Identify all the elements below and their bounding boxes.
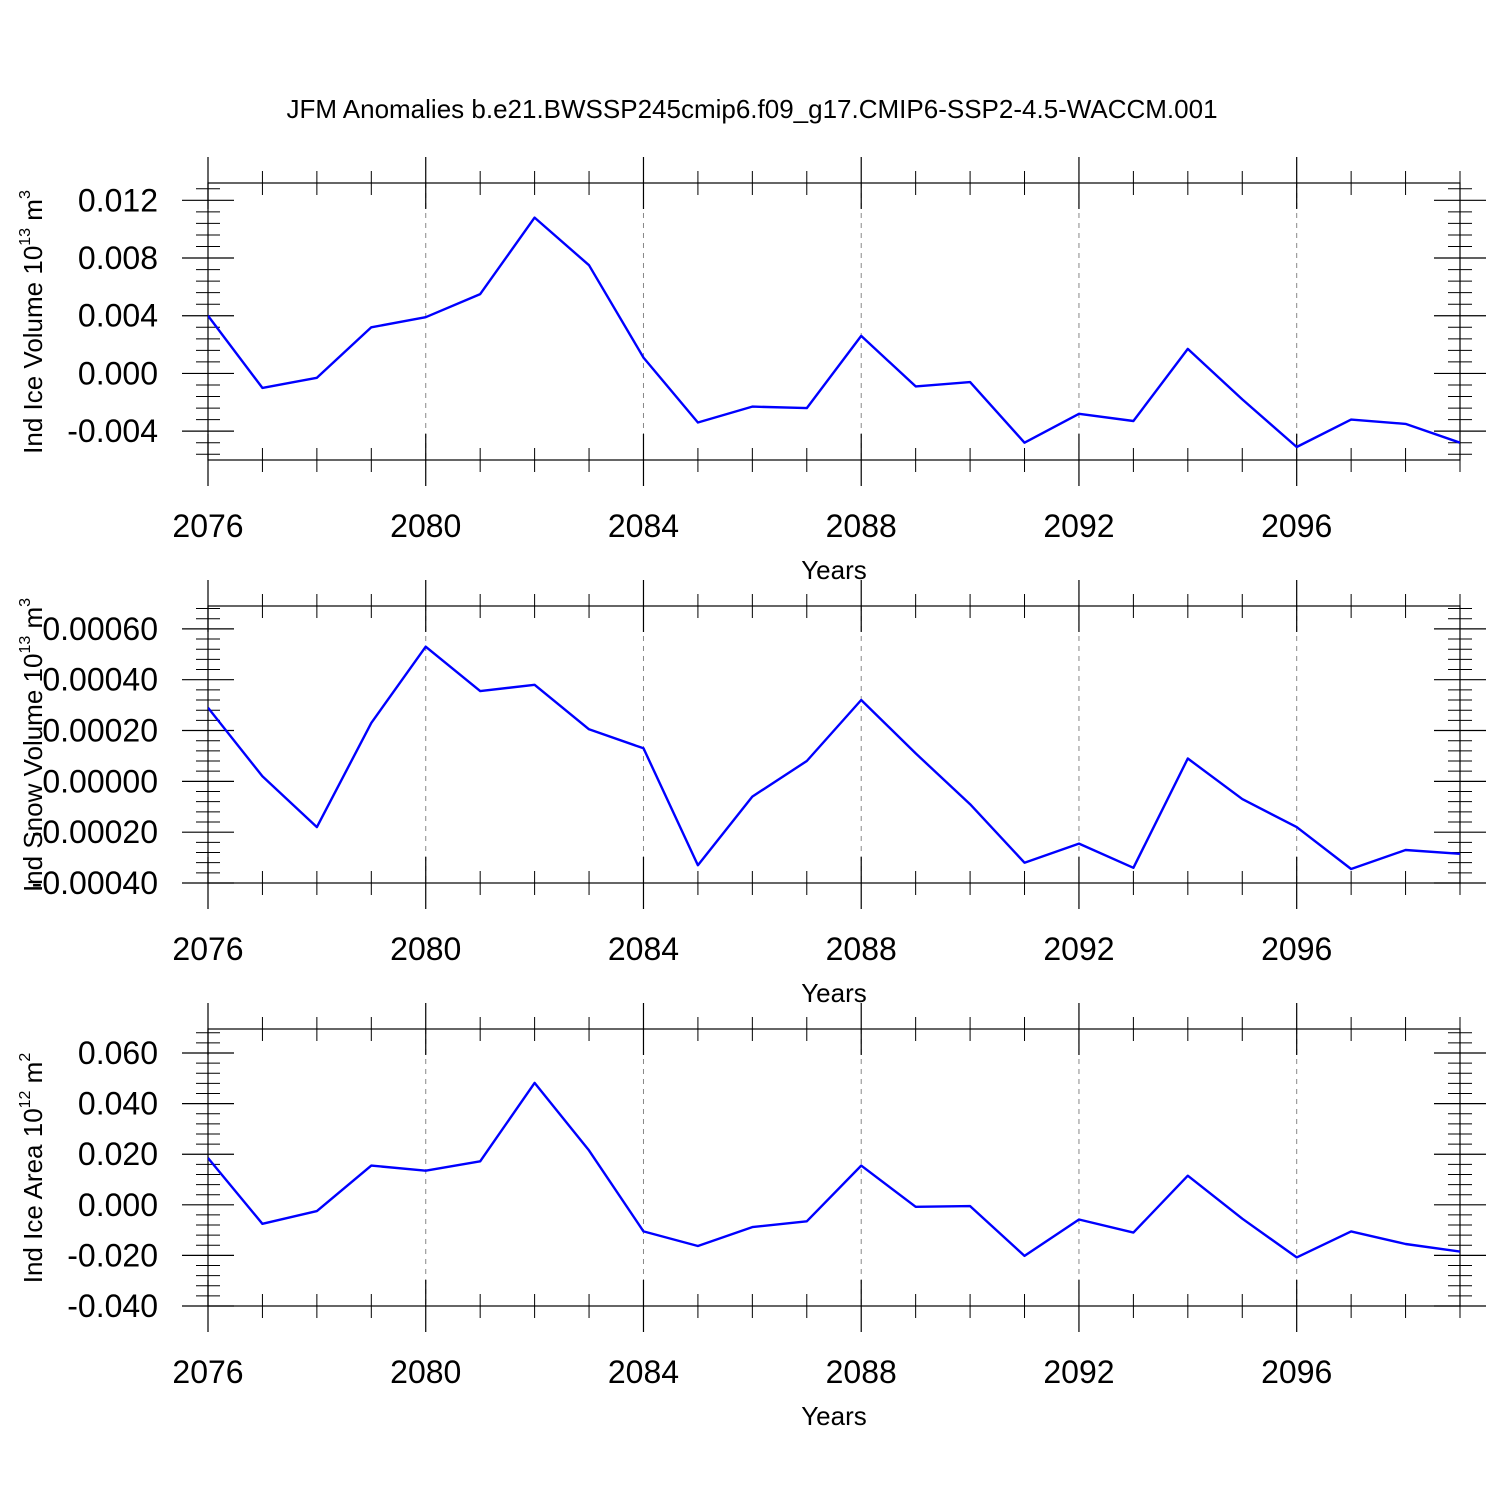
- y-axis-label-text: Ind Ice Area 10: [18, 1108, 48, 1283]
- x-tick-label: 2076: [172, 931, 243, 967]
- y-tick-label: 0.00060: [42, 611, 158, 647]
- x-axis-label: Years: [801, 1401, 867, 1431]
- x-axis-label: Years: [801, 555, 867, 585]
- y-tick-label: 0.004: [78, 298, 158, 334]
- plot-frame: [207, 605, 1461, 884]
- y-tick-label: 0.020: [78, 1136, 158, 1172]
- y-axis-label-unit-exponent: 3: [17, 190, 34, 199]
- plot-frame: [207, 182, 1461, 461]
- y-tick-label: 0.00040: [42, 662, 158, 698]
- y-axis-label-exponent: 13: [17, 636, 34, 654]
- panel-ind-ice-area: 2076 2080 2084 2088 2092 2096 0.060 0.040 0.020 0…: [17, 1003, 1486, 1431]
- y-axis-label-unit: m: [18, 607, 48, 636]
- x-tick-label: 2096: [1261, 931, 1332, 967]
- x-tick-label: 2092: [1043, 508, 1114, 544]
- y-axis-label-text: Ind Snow Volume 10: [18, 654, 48, 893]
- y-tick-label: 0.000: [78, 355, 158, 391]
- series-line: [208, 1081, 1460, 1259]
- y-tick-label: 0.000: [78, 1187, 158, 1223]
- y-tick-label: -0.040: [67, 1288, 158, 1324]
- x-tick-label: 2088: [826, 1354, 897, 1390]
- x-tick-label: 2096: [1261, 1354, 1332, 1390]
- chart-title: JFM Anomalies b.e21.BWSSP245cmip6.f09_g1…: [286, 94, 1217, 124]
- y-tick-label: -0.00040: [32, 865, 158, 901]
- plot-frame: [207, 1028, 1461, 1307]
- y-tick-label: 0.012: [78, 182, 158, 218]
- series-line: [208, 645, 1460, 871]
- y-axis-label: Ind Snow Volume 1013 m3: [17, 598, 48, 892]
- x-tick-label: 2084: [608, 1354, 679, 1390]
- x-axis-label: Years: [801, 978, 867, 1008]
- y-axis-label-unit-exponent: 2: [17, 1053, 34, 1062]
- x-tick-label: 2084: [608, 508, 679, 544]
- y-tick-label: 0.060: [78, 1035, 158, 1071]
- x-tick-label: 2076: [172, 1354, 243, 1390]
- y-axis-label-exponent: 12: [17, 1090, 34, 1108]
- x-tick-label: 2092: [1043, 931, 1114, 967]
- x-tick-label: 2084: [608, 931, 679, 967]
- x-tick-label: 2088: [826, 931, 897, 967]
- series-line: [208, 216, 1460, 449]
- y-axis-label-unit-exponent: 3: [17, 598, 34, 607]
- x-tick-label: 2076: [172, 508, 243, 544]
- y-axis-label-unit: m: [18, 1062, 48, 1091]
- y-tick-label: 0.008: [78, 240, 158, 276]
- y-tick-label: 0.040: [78, 1086, 158, 1122]
- x-tick-label: 2096: [1261, 508, 1332, 544]
- y-tick-label: -0.004: [67, 413, 158, 449]
- x-tick-label: 2092: [1043, 1354, 1114, 1390]
- y-axis-label-text: Ind Ice Volume 10: [18, 246, 48, 454]
- y-tick-label: -0.020: [67, 1237, 158, 1273]
- y-axis-label: Ind Ice Area 1012 m2: [17, 1053, 48, 1284]
- y-tick-label: 0.00000: [42, 763, 158, 799]
- x-tick-label: 2080: [390, 508, 461, 544]
- panel-ind-ice-volume: 2076 2080 2084 2088 2092 2096 0.012 0.008 0.004 0…: [17, 157, 1486, 585]
- x-tick-label: 2080: [390, 931, 461, 967]
- y-tick-label: -0.00020: [32, 814, 158, 850]
- x-tick-label: 2080: [390, 1354, 461, 1390]
- y-axis-label-unit: m: [18, 199, 48, 228]
- panel-ind-snow-volume: 2076 2080 2084 2088 2092 2096 0.00060 0.00040 0.…: [17, 580, 1486, 1008]
- y-axis-label-exponent: 13: [17, 228, 34, 246]
- y-axis-label: Ind Ice Volume 1013 m3: [17, 190, 48, 454]
- y-tick-label: 0.00020: [42, 713, 158, 749]
- x-tick-label: 2088: [826, 508, 897, 544]
